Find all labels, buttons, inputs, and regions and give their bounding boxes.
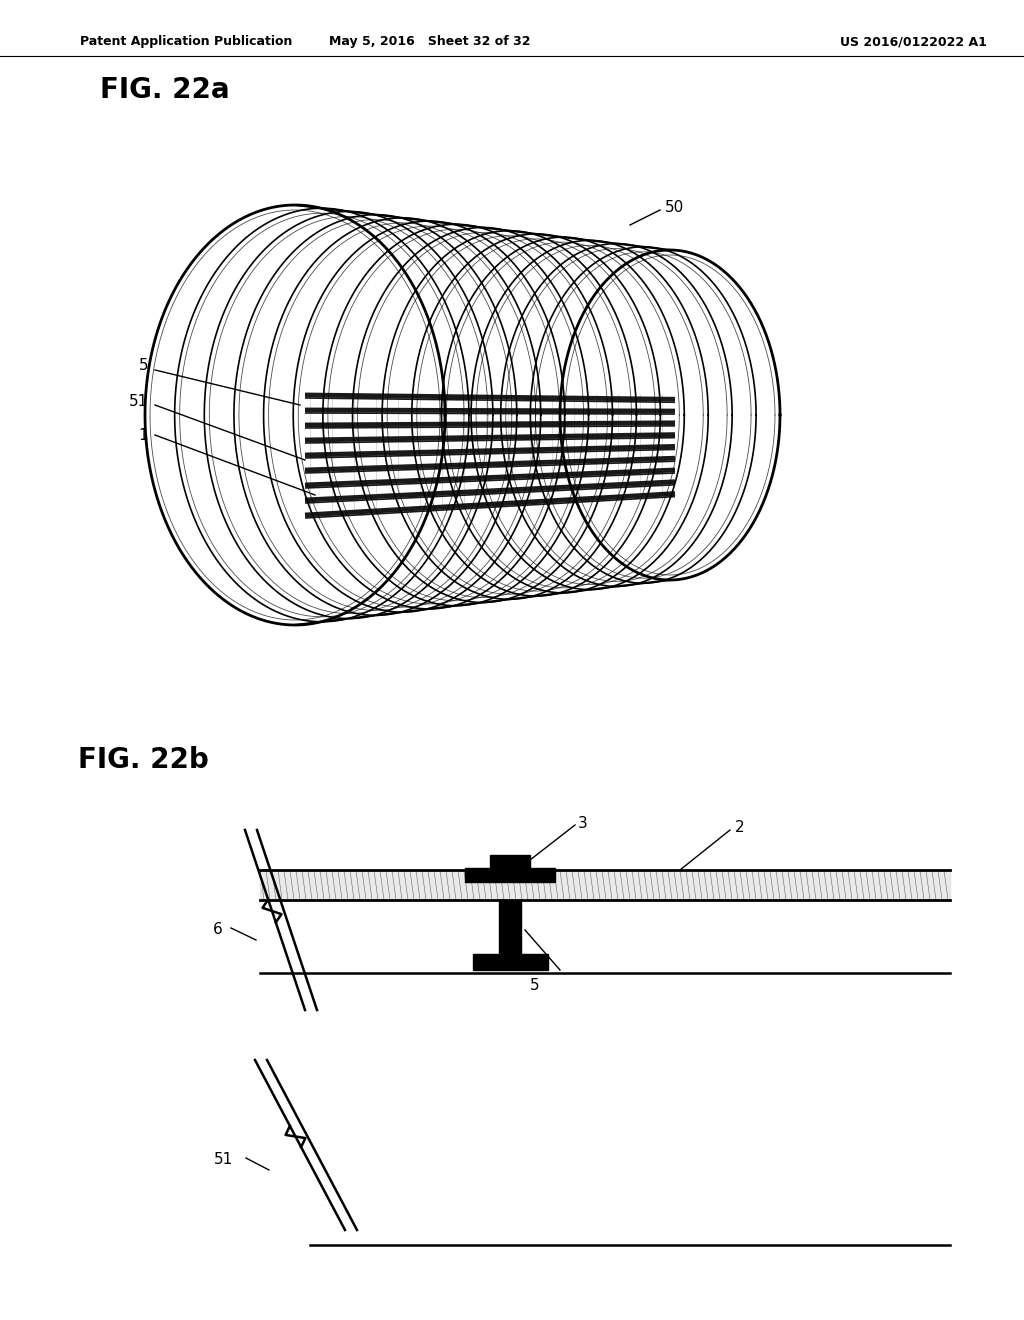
Text: FIG. 22a: FIG. 22a (100, 77, 229, 104)
Text: 5: 5 (138, 358, 148, 372)
Text: 51: 51 (129, 395, 148, 409)
Bar (465, 869, 555, 882)
Bar (260, 870, 950, 900)
Text: 6: 6 (213, 923, 223, 937)
Text: 3: 3 (578, 816, 588, 830)
Bar (490, 855, 530, 870)
Text: 51: 51 (214, 1152, 233, 1167)
Text: 50: 50 (665, 199, 684, 214)
Bar (473, 954, 548, 970)
Text: 1: 1 (138, 428, 148, 442)
Text: US 2016/0122022 A1: US 2016/0122022 A1 (840, 36, 987, 49)
Text: FIG. 22b: FIG. 22b (78, 746, 209, 774)
Text: 5: 5 (530, 978, 540, 993)
Text: Patent Application Publication: Patent Application Publication (80, 36, 293, 49)
Text: 2: 2 (735, 821, 744, 836)
Text: May 5, 2016   Sheet 32 of 32: May 5, 2016 Sheet 32 of 32 (330, 36, 530, 49)
Bar (499, 900, 521, 965)
